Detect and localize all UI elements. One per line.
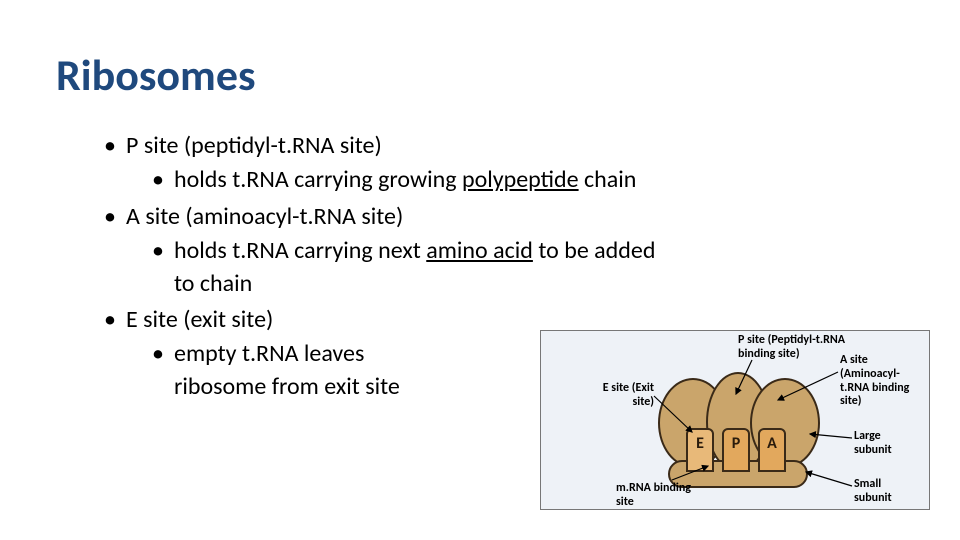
label-p-site: P site (Peptidyl-t.RNA binding site) (738, 334, 848, 362)
label-a-site: A site (Aminoacyl-t.RNA binding site) (840, 354, 926, 409)
bullet-a-site: A site (aminoacyl-t.RNA site) holds t.RN… (104, 201, 904, 300)
p-slot: P (722, 428, 750, 472)
slot-letter: A (767, 434, 777, 453)
text-underline: polypeptide (462, 165, 579, 194)
label-e-site: E site (Exit site) (588, 382, 654, 410)
sub-bullet-e: empty t.RNA leaves ribosome from exit si… (152, 338, 432, 403)
slot-letter: E (696, 434, 704, 453)
a-slot: A (758, 428, 786, 472)
ribosome-diagram: E P A P site (Peptidyl-t.RNA binding sit… (540, 330, 930, 510)
bullet-text: P site (peptidyl-t.RNA site) (126, 131, 382, 160)
sub-bullet-a: holds t.RNA carrying next amino acid to … (152, 235, 672, 300)
slide-title: Ribosomes (56, 48, 904, 102)
label-large: Large subunit (854, 430, 914, 458)
bullet-text: E site (exit site) (126, 305, 273, 334)
text-segment: holds t.RNA carrying next (174, 236, 426, 265)
ribosome-shape: E P A (668, 388, 808, 480)
slot-letter: P (732, 434, 741, 453)
text-segment: empty t.RNA leaves ribosome from exit si… (174, 339, 400, 400)
e-slot: E (686, 428, 714, 472)
sub-bullet-p: holds t.RNA carrying growing polypeptide… (152, 164, 672, 196)
bullet-p-site: P site (peptidyl-t.RNA site) holds t.RNA… (104, 130, 904, 197)
sub-list: holds t.RNA carrying next amino acid to … (152, 235, 904, 300)
text-segment: holds t.RNA carrying growing (174, 165, 462, 194)
sub-list: holds t.RNA carrying growing polypeptide… (152, 164, 904, 196)
label-mrna: m.RNA binding site (616, 482, 700, 510)
bullet-text: A site (aminoacyl-t.RNA site) (126, 202, 403, 231)
text-underline: amino acid (426, 236, 533, 265)
text-segment: chain (579, 165, 637, 194)
label-small: Small subunit (854, 478, 914, 506)
slide-root: Ribosomes P site (peptidyl-t.RNA site) h… (0, 0, 960, 540)
